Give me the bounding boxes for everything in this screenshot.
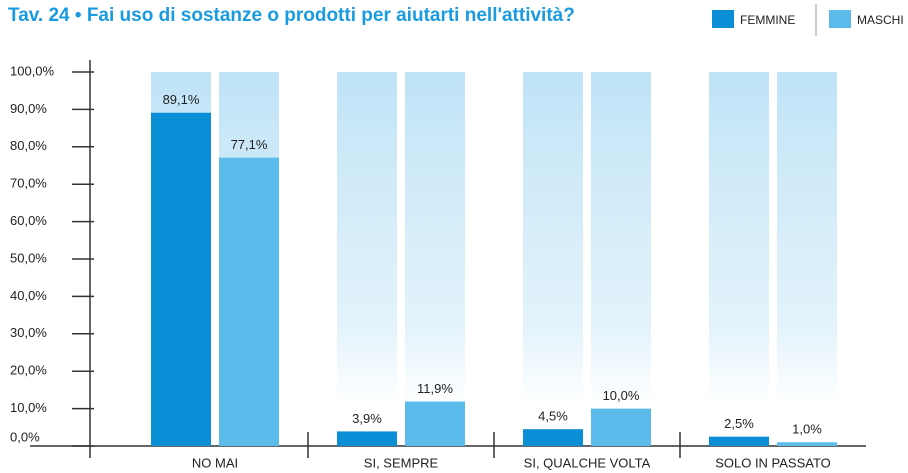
bar (219, 157, 279, 446)
data-label: 11,9% (417, 381, 453, 396)
y-tick-label: 80,0% (10, 138, 47, 153)
data-label: 4,5% (538, 409, 568, 424)
bar-track (709, 72, 769, 406)
data-label: 89,1% (163, 92, 200, 107)
x-tick-label: SI, SEMPRE (364, 455, 439, 470)
y-tick-label: 90,0% (10, 101, 47, 116)
bar (777, 442, 837, 446)
bar-track (591, 72, 651, 406)
data-label: 77,1% (231, 137, 268, 152)
bar (591, 408, 651, 446)
data-label: 2,5% (724, 416, 754, 431)
bar (151, 112, 211, 447)
x-tick-label: NO MAI (192, 455, 238, 470)
bar-track (405, 72, 465, 406)
x-tick-label: SOLO IN PASSATO (715, 455, 831, 470)
y-tick-label: 10,0% (10, 400, 47, 415)
bar-track (337, 72, 397, 406)
y-tick-label: 20,0% (10, 363, 47, 378)
data-label: 10,0% (603, 388, 640, 403)
y-tick-label: 70,0% (10, 176, 47, 191)
legend-label: MASCHI (857, 13, 904, 27)
bar (337, 431, 397, 446)
data-label: 3,9% (352, 411, 382, 426)
data-label: 1,0% (792, 422, 822, 437)
y-tick-label: 100,0% (10, 63, 55, 78)
bar (709, 436, 769, 446)
bar-track (523, 72, 583, 406)
bar (523, 429, 583, 446)
chart-title: Tav. 24 • Fai uso di sostanze o prodotti… (8, 5, 575, 26)
legend-swatch (829, 10, 851, 28)
x-tick-label: SI, QUALCHE VOLTA (524, 455, 651, 470)
y-tick-label: 60,0% (10, 213, 47, 228)
legend-swatch (712, 10, 734, 28)
y-tick-label: 40,0% (10, 288, 47, 303)
legend-label: FEMMINE (740, 13, 795, 27)
y-tick-label: 30,0% (10, 325, 47, 340)
y-tick-label: 0,0% (10, 429, 40, 444)
bar (405, 401, 465, 446)
y-tick-label: 50,0% (10, 250, 47, 265)
bar-track (777, 72, 837, 406)
